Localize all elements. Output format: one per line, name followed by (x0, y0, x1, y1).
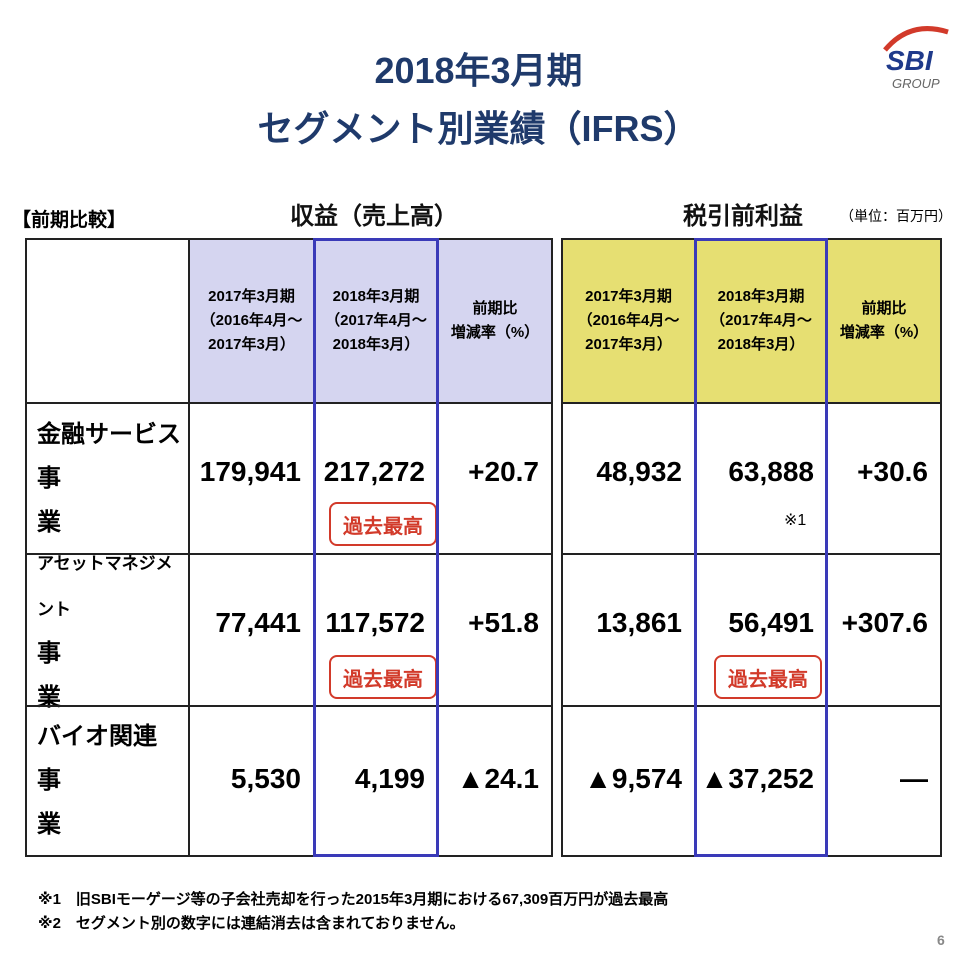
row-label-line1: 金融サービス (37, 420, 181, 448)
compare-label: 【前期比較】 (12, 210, 127, 231)
header-line: 2018年3月） (332, 336, 420, 353)
value-text: 77,441 (215, 607, 301, 638)
header-line: 増減率（%） (450, 324, 540, 341)
value-pt-rate: — (826, 705, 942, 857)
header-curr: 2018年3月期 （2017年4月～ 2018年3月） (694, 238, 828, 404)
header-line: 2017年3月） (208, 336, 295, 353)
profit-heading: 税引前利益 (683, 203, 803, 230)
header-line: 2018年3月期 (717, 288, 805, 305)
value-text: 63,888 (728, 456, 814, 487)
row-label-line2: 事 業 (37, 464, 165, 536)
value-text: ▲9,574 (584, 763, 682, 794)
value-pt-rate: +30.6 (826, 402, 942, 555)
badge-text: 過去最高 (343, 515, 423, 538)
header-line: 前期比 (472, 300, 518, 317)
value-text: +307.6 (841, 607, 928, 638)
header-prev: 2017年3月期 （2016年4月～ 2017年3月） (188, 238, 315, 404)
value-text: +51.8 (468, 607, 539, 638)
header-line: （2016年4月～ (200, 312, 303, 329)
value-text: — (900, 763, 928, 794)
value-pt-prev: 48,932 (561, 402, 696, 555)
record-high-badge: 過去最高 (329, 502, 437, 546)
svg-text:SBI: SBI (886, 45, 934, 76)
note-marker: ※1 (784, 512, 807, 529)
revenue-heading: 収益（売上高） (290, 203, 458, 230)
value-rev-prev: 77,441 (188, 553, 315, 707)
value-pt-curr: ▲37,252 (694, 705, 828, 857)
value-text: ▲37,252 (700, 763, 814, 794)
value-text: 4,199 (354, 763, 425, 794)
value-text: +20.7 (468, 456, 539, 487)
title-line1: 2018年3月期 (374, 50, 583, 91)
record-high-badge: 過去最高 (329, 655, 437, 699)
value-text: ▲24.1 (456, 763, 539, 794)
badge-text: 過去最高 (728, 668, 808, 691)
header-line: 2018年3月期 (332, 288, 420, 305)
record-high-badge: 過去最高 (714, 655, 822, 699)
value-pt-prev: ▲9,574 (561, 705, 696, 857)
header-rate: 前期比増減率（%） (437, 238, 553, 404)
row-label: アセットマネジメント事 業 (25, 553, 190, 711)
header-line: 2017年3月期 (585, 288, 672, 305)
header-line: 2018年3月） (717, 336, 805, 353)
value-pt-rate: +307.6 (826, 553, 942, 707)
header-line: 2017年3月） (585, 336, 672, 353)
value-text: 5,530 (230, 763, 301, 794)
header-curr: 2018年3月期 （2017年4月～ 2018年3月） (313, 238, 439, 404)
unit-label: （単位：百万円） (840, 208, 952, 224)
row-label: バイオ関連事 業 (25, 705, 190, 857)
value-text: +30.6 (857, 456, 928, 487)
svg-text:GROUP: GROUP (892, 76, 940, 90)
row-label-line1: バイオ関連 (37, 723, 157, 750)
header-line: 増減率（%） (839, 324, 929, 341)
value-text: 117,572 (325, 607, 425, 638)
value-rev-curr: 4,199 (313, 705, 439, 857)
value-text: 179,941 (199, 456, 301, 487)
value-text: 217,272 (323, 456, 425, 487)
value-rev-rate: +20.7 (437, 402, 553, 555)
footnote-2: ※2 セグメント別の数字には連結消去は含まれておりません。 (38, 915, 465, 932)
value-rev-rate: +51.8 (437, 553, 553, 707)
value-text: 13,861 (596, 607, 682, 638)
title-line2: セグメント別業績（IFRS） (257, 108, 700, 149)
row-label-line1: アセットマネジメント (37, 554, 173, 619)
header-line: （2017年4月～ (325, 312, 427, 329)
header-prev: 2017年3月期 （2016年4月～ 2017年3月） (561, 238, 696, 404)
footnote-1: ※1 旧SBIモーゲージ等の子会社売却を行った2015年3月期における67,30… (38, 891, 669, 908)
badge-text: 過去最高 (343, 668, 423, 691)
value-rev-prev: 5,530 (188, 705, 315, 857)
header-line: 前期比 (861, 300, 907, 317)
header-line: （2016年4月～ (577, 312, 680, 329)
value-text: 48,932 (596, 456, 682, 487)
header-rate: 前期比増減率（%） (826, 238, 942, 404)
header-blank (25, 238, 190, 404)
value-rev-rate: ▲24.1 (437, 705, 553, 857)
row-label: 金融サービス事 業 (25, 402, 190, 555)
header-line: 2017年3月期 (208, 288, 295, 305)
value-pt-prev: 13,861 (561, 553, 696, 707)
row-label-line2: 事 業 (37, 640, 165, 711)
value-pt-curr: 63,888 (694, 402, 828, 555)
page-number: 6 (937, 932, 945, 948)
value-text: 56,491 (728, 607, 814, 638)
row-label-line2: 事 業 (37, 767, 165, 838)
value-rev-prev: 179,941 (188, 402, 315, 555)
sbi-logo: SBI GROUP (880, 20, 950, 91)
header-line: （2017年4月～ (710, 312, 812, 329)
